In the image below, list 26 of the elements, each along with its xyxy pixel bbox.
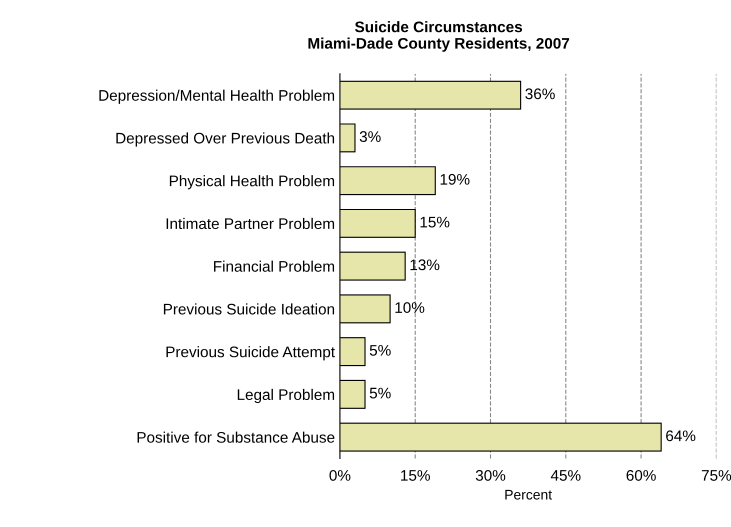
y-tick-label: Depression/Mental Health Problem [99,90,334,104]
data-label: 64% [666,430,696,442]
y-tick-label: Depressed Over Previous Death [116,132,334,147]
x-axis-title: Percent [505,490,552,500]
y-tick-label: Physical Health Problem [170,175,334,190]
y-tick-label: Positive for Substance Abuse [138,432,334,443]
data-label: 5% [370,388,391,398]
y-tick-label: Financial Problem [214,260,334,272]
x-tick-label: 30% [476,470,506,481]
data-label: 19% [440,174,470,185]
data-label: 36% [525,88,555,100]
x-tick-label: 15% [401,470,430,481]
data-label: 10% [395,302,424,313]
y-tick-label: Legal Problem [238,388,334,404]
x-tick-label: 75% [702,470,731,481]
chart-title: Suicide Circumstances Miami-Dade County Residents, 2007 [308,21,570,52]
x-tick-label: 0% [329,470,350,481]
x-tick-label: 45% [550,470,581,481]
data-label: 13% [410,259,440,270]
data-label: 5% [370,344,391,356]
y-tick-label: Previous Suicide Ideation [164,303,334,315]
y-tick-label: Previous Suicide Attempt [166,346,335,360]
data-label: 3% [360,131,381,142]
x-tick-label: 60% [626,470,656,481]
y-tick-label: Intimate Partner Problem [166,218,334,230]
data-label: 15% [420,216,450,228]
